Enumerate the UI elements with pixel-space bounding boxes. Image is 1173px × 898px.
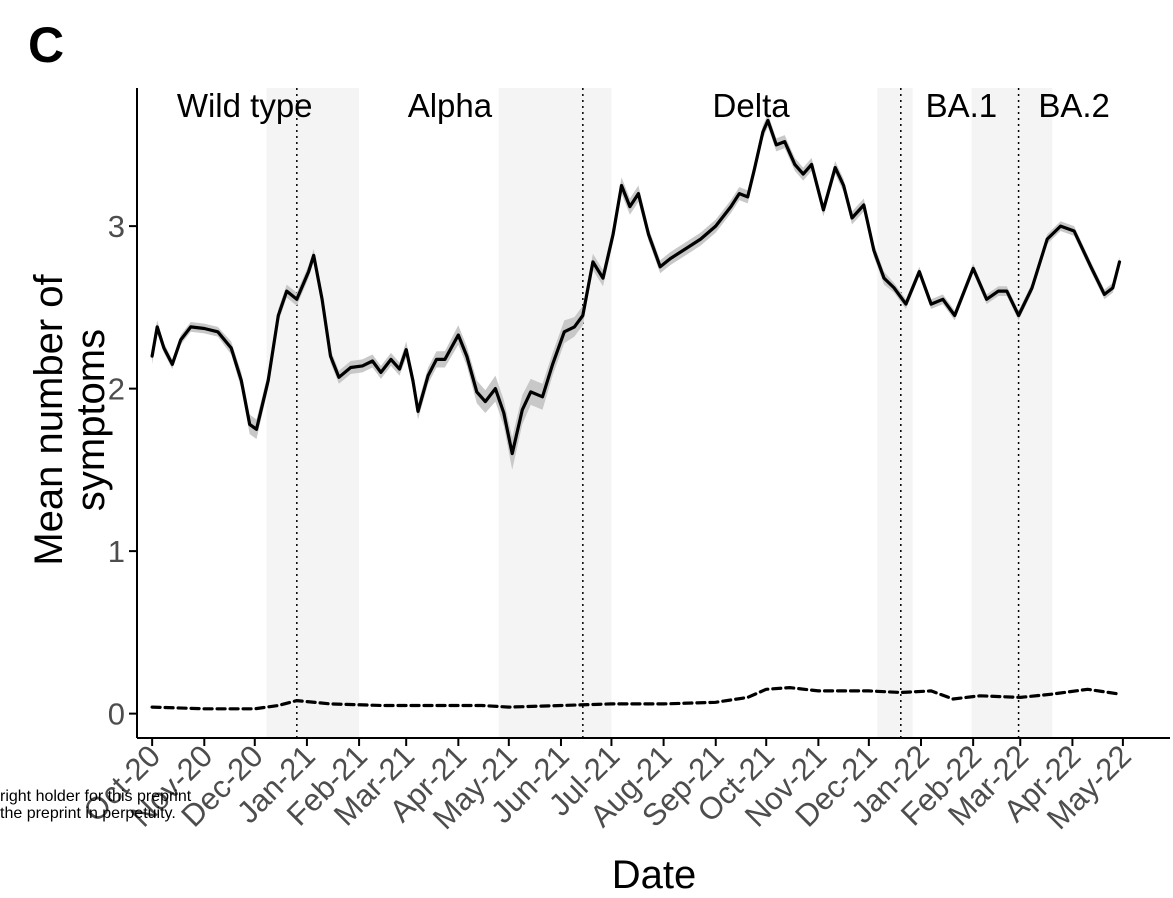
- y-axis-title: Mean number of symptoms: [27, 273, 113, 565]
- series-line-dashed: [150, 686, 1122, 711]
- x-ticks: Oct-20Nov-20Dec-20Jan-21Feb-21Mar-21Apr-…: [77, 738, 1138, 836]
- y-tick-label-3: 3: [108, 209, 125, 244]
- variant-labels: Wild type Alpha Delta BA.1 BA.2: [177, 87, 1110, 124]
- variant-label-wild-type: Wild type: [177, 87, 313, 124]
- y-ticks: 0 1 2 3: [108, 209, 137, 732]
- panel-label: C: [28, 17, 64, 73]
- variant-shading: [266, 88, 1053, 738]
- series-lines: [150, 118, 1122, 711]
- shaded-period-2: [498, 88, 612, 738]
- y-tick-label-0: 0: [108, 697, 125, 732]
- x-axis-title: Date: [612, 853, 697, 897]
- shaded-period-1: [266, 88, 360, 738]
- shaded-period-3: [877, 88, 913, 738]
- variant-label-delta: Delta: [713, 87, 791, 124]
- y-axis-title-line-1: Mean number of: [27, 273, 71, 565]
- watermark-line-2: the preprint in perpetuity.: [0, 805, 176, 822]
- axes: [136, 88, 1170, 739]
- y-tick-label-2: 2: [108, 372, 125, 407]
- y-tick-label-1: 1: [108, 534, 125, 569]
- y-axis-title-line-2: symptoms: [69, 329, 113, 511]
- shaded-period-4: [971, 88, 1053, 738]
- variant-label-ba-1: BA.1: [926, 87, 998, 124]
- variant-boundaries: [296, 88, 1020, 738]
- watermark-line-1: right holder for this preprint: [0, 788, 192, 805]
- series-line-solid: [150, 118, 1122, 456]
- variant-label-alpha: Alpha: [408, 87, 493, 124]
- variant-label-ba-2: BA.2: [1038, 87, 1110, 124]
